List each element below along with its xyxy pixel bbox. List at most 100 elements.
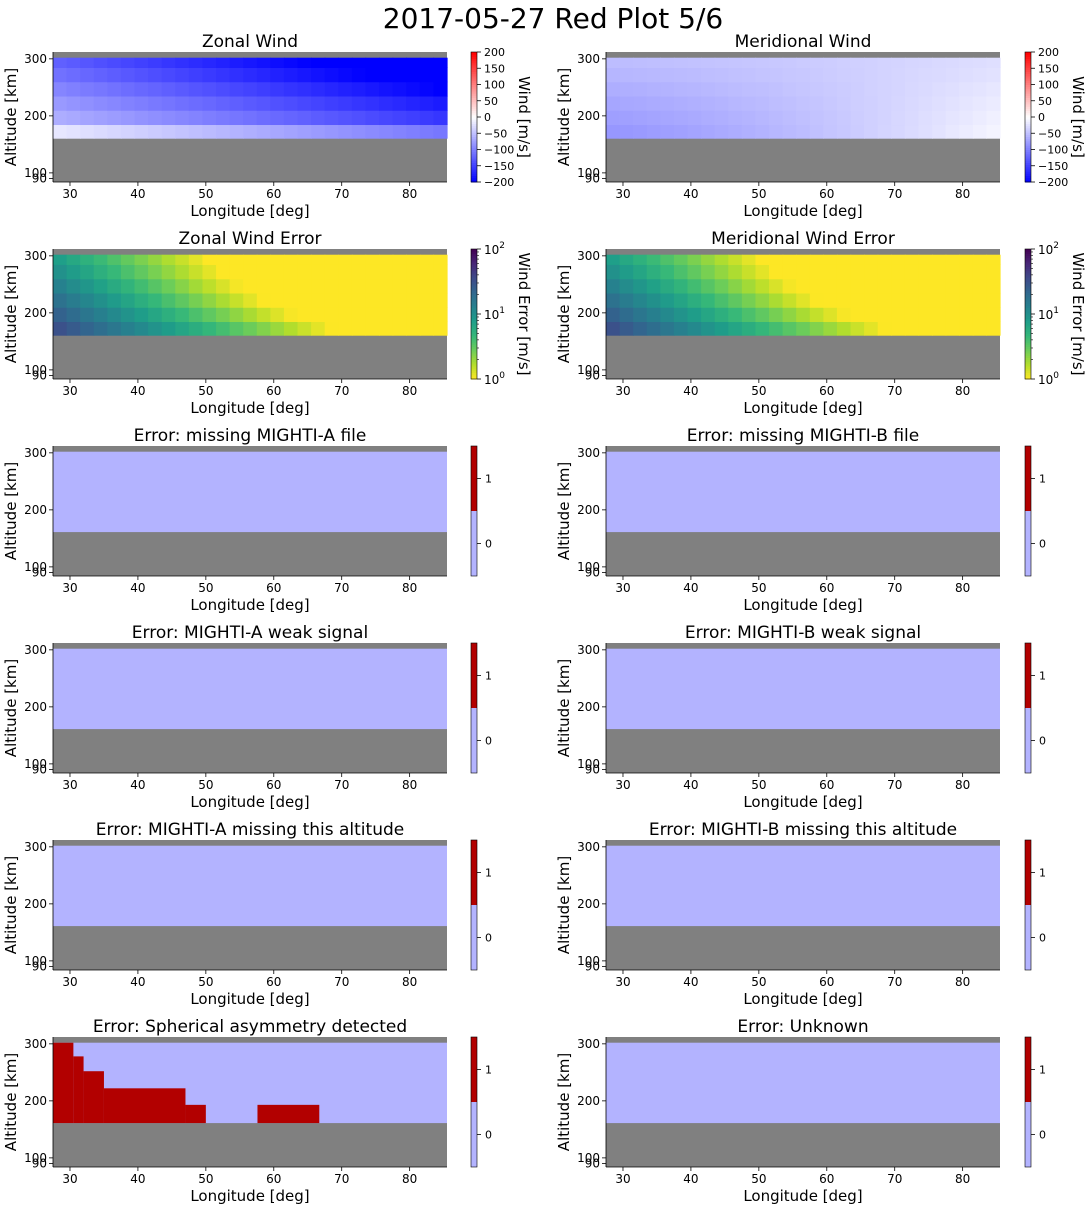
colorbar-gradient-step: [471, 130, 477, 133]
heatmap-cell: [229, 81, 244, 97]
colorbar-gradient-step: [471, 88, 477, 92]
heatmap-cell: [714, 67, 729, 83]
heatmap-cell: [619, 124, 634, 139]
heatmap-cell: [850, 292, 865, 308]
heatmap-cell: [80, 81, 95, 97]
heatmap-cell: [120, 254, 136, 265]
colorbar-tick-label: 0: [485, 735, 492, 748]
heatmap-cell: [796, 254, 811, 265]
heatmap-cell: [311, 321, 326, 336]
colorbar-gradient-step: [1025, 125, 1031, 129]
heatmap-cell: [796, 307, 811, 323]
colorbar-gradient-step: [1025, 320, 1031, 324]
x-tick-label: 70: [887, 1172, 902, 1186]
x-axis-label: Longitude [deg]: [743, 1187, 862, 1205]
heatmap-cell: [406, 81, 421, 97]
heatmap-cell: [728, 321, 743, 336]
heatmap-cell: [433, 307, 448, 323]
heatmap-cell: [918, 254, 933, 265]
heatmap-cell: [701, 254, 716, 265]
heatmap-cell: [351, 124, 367, 139]
colorbar-gradient-step: [1025, 322, 1031, 326]
panel-title: Error: MIGHTI-A weak signal: [132, 623, 368, 643]
heatmap-cell: [161, 278, 176, 294]
heatmap-cell: [80, 278, 95, 294]
heatmap-cell: [324, 307, 339, 323]
heatmap-cell: [687, 264, 702, 280]
colorbar-gradient-step: [1025, 162, 1031, 166]
heatmap-cell: [324, 292, 339, 308]
colorbar-label: Wind [m/s]: [515, 76, 533, 158]
colorbar-gradient-step: [1025, 123, 1031, 127]
colorbar-gradient-step: [1025, 288, 1031, 291]
colorbar-gradient-step: [1025, 134, 1031, 137]
colorbar-gradient-step: [1025, 108, 1031, 111]
heatmap-cell: [188, 254, 204, 265]
heatmap-cell: [972, 67, 988, 83]
heatmap-cell: [701, 292, 716, 308]
heatmap-cell: [755, 292, 770, 308]
flag-zero-region: [606, 1042, 1000, 1124]
heatmap-cell: [379, 67, 394, 83]
heatmap-cell: [646, 67, 661, 83]
colorbar-gradient-step: [471, 337, 477, 341]
heatmap-cell: [701, 124, 716, 139]
heatmap-cell: [796, 124, 811, 139]
heatmap-cell: [782, 278, 797, 294]
colorbar-gradient-step: [1025, 65, 1031, 68]
heatmap-cell: [606, 307, 621, 323]
heatmap-cell: [216, 292, 231, 308]
heatmap-cell: [891, 95, 906, 111]
colorbar-gradient-step: [471, 259, 477, 263]
heatmap-cell: [80, 124, 95, 139]
heatmap-cell: [107, 264, 122, 280]
heatmap-cell: [891, 254, 906, 265]
heatmap-cell: [714, 110, 729, 126]
colorbar-gradient-step: [1025, 327, 1031, 330]
heatmap-cell: [107, 124, 122, 139]
heatmap-cell: [148, 57, 163, 68]
x-tick-label: 60: [819, 581, 834, 595]
colorbar-gradient-step: [471, 335, 477, 339]
colorbar-gradient-step: [1025, 173, 1031, 176]
heatmap-cell: [796, 110, 811, 126]
colorbar-gradient-step: [471, 270, 477, 274]
heatmap-cell: [216, 81, 231, 97]
colorbar-gradient-step: [471, 145, 477, 148]
colorbar-gradient-step: [471, 112, 477, 116]
x-axis-label: Longitude [deg]: [190, 793, 309, 811]
colorbar-tick-label: −150: [484, 160, 514, 173]
heatmap-cell: [66, 110, 81, 126]
heatmap-cell: [809, 278, 824, 294]
colorbar-gradient-step: [471, 110, 477, 114]
y-tick-label: 200: [577, 109, 600, 123]
y-tick-label: 300: [24, 840, 47, 854]
colorbar-tick-label: 100: [484, 79, 505, 92]
colorbar-gradient-step: [1025, 281, 1031, 285]
heatmap-cell: [324, 254, 339, 265]
heatmap-cell: [188, 124, 204, 139]
y-tick-label: 100: [577, 166, 600, 180]
colorbar-gradient-step: [1025, 275, 1031, 278]
heatmap-cell: [406, 278, 421, 294]
heatmap-cell: [972, 254, 988, 265]
colorbar-segment-0: [1025, 511, 1031, 576]
colorbar-gradient-step: [471, 127, 477, 131]
heatmap-cell: [107, 95, 122, 111]
colorbar-gradient-step: [471, 101, 477, 105]
heatmap-cell: [338, 57, 353, 68]
x-tick-label: 40: [683, 384, 698, 398]
heatmap-cell: [134, 110, 149, 126]
y-tick-label: 200: [24, 306, 47, 320]
colorbar-gradient-step: [471, 303, 477, 306]
heatmap-cell: [107, 307, 122, 323]
colorbar-gradient-step: [1025, 132, 1031, 135]
heatmap-cell: [891, 307, 906, 323]
colorbar-gradient-step: [1025, 52, 1031, 55]
heatmap-cell: [904, 264, 920, 280]
colorbar-gradient-step: [1025, 84, 1031, 88]
heatmap-cell: [406, 110, 421, 126]
figure-title: 2017-05-27 Red Plot 5/6: [382, 2, 724, 35]
heatmap-cell: [864, 67, 879, 83]
